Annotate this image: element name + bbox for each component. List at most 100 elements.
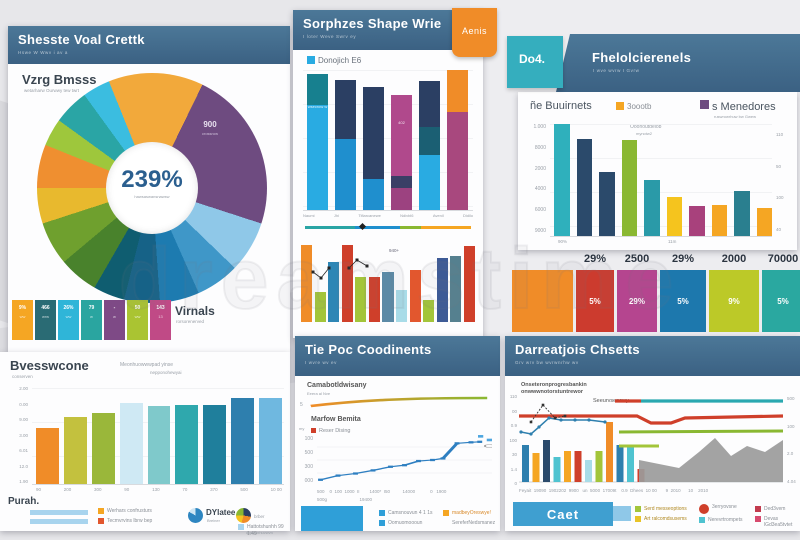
- axis-tick-label: 40: [776, 226, 782, 232]
- panel-subtitle: Grv wrv bw wvrwnrhw wv: [515, 360, 579, 365]
- stat-tile[interactable]: 50 ww: [127, 300, 148, 340]
- legend-label: 3erryovsne: [712, 504, 737, 510]
- axis-tick-label: 30: [511, 452, 517, 457]
- bar-segment: [335, 79, 356, 139]
- axis-tick-label: Ndivbl6: [400, 213, 414, 218]
- axis-tick-label: 1.90: [19, 479, 28, 484]
- legend-2: s Menedores: [700, 100, 776, 114]
- stat-tile[interactable]: 79 w: [81, 300, 102, 340]
- growth-y-axis: 2.00 0.00 9.00 3.00 6.01 12.0 1.90: [2, 386, 28, 484]
- teal-corner-tab[interactable]: Do4.: [507, 36, 563, 88]
- stat-tile[interactable]: 9% ww: [12, 300, 33, 340]
- kpi-block[interactable]: 70000 5%: [762, 253, 800, 332]
- decline-bars-panel: ñe Buuirnets 3oootb s Menedores ruswrowr…: [518, 92, 797, 250]
- legend-square-icon: [98, 517, 104, 524]
- ribbon-tab[interactable]: Aenis: [452, 8, 497, 57]
- bar: [576, 138, 592, 236]
- axis-tick-label: 6000: [534, 207, 546, 214]
- caet-button[interactable]: Caet: [513, 502, 613, 526]
- bar: [231, 397, 255, 484]
- axis-tick-label: 0.9: [510, 423, 517, 428]
- legend-square-icon: [311, 428, 316, 433]
- stat-tile[interactable]: 26% ww: [58, 300, 79, 340]
- kpi-block[interactable]: 2000 9%: [709, 253, 759, 332]
- bar-segment: [447, 112, 468, 210]
- legend-square-icon: [699, 517, 705, 523]
- legend-label: Nerevrtrompets: [708, 517, 743, 523]
- legend-2-label: s Menedores: [712, 101, 776, 113]
- bar: [644, 180, 660, 236]
- bar-segment: [391, 187, 412, 211]
- bar: [368, 276, 380, 322]
- pace-x-axis-1: 500 0 100 1000 II 1400* I50 14000 0 1900: [317, 489, 447, 494]
- bar: [147, 406, 171, 484]
- pace-line-chart[interactable]: O.: [317, 434, 492, 486]
- button-tab: [607, 506, 631, 521]
- panel-header: Tie Poc Coodinents I wvre wv ev: [295, 336, 500, 376]
- stacked-legend: Donojich E6: [307, 56, 361, 66]
- axis-tick-label: 2000: [534, 165, 546, 172]
- growth-bars[interactable]: [36, 388, 283, 484]
- combo-note-2: onwwwnotorstuntrewor: [521, 389, 584, 395]
- bar-segment: [419, 155, 440, 210]
- ribbon-label: Aenis: [461, 26, 487, 36]
- kpi-block[interactable]: [512, 253, 573, 332]
- decline-bars[interactable]: [554, 124, 772, 236]
- trend-1-y-label: 5: [300, 402, 303, 408]
- bar: [621, 139, 637, 236]
- tiles-sublabel: rorsorenerved: [176, 319, 205, 324]
- stat-tile[interactable]: 466 wrw: [35, 300, 56, 340]
- legend-circle-icon: [699, 504, 709, 514]
- kpi-top-value: 2500: [624, 253, 650, 265]
- axis-tick-label: 90: [124, 487, 130, 492]
- kpi-block[interactable]: 29% 5%: [660, 253, 706, 332]
- kpi-box-value: 29%: [617, 270, 657, 332]
- bar: [91, 412, 115, 484]
- trend-2-legend: Reser Dising: [311, 428, 350, 435]
- kpi-box-value: 9%: [709, 270, 759, 332]
- stacked-x-axis: Naumi Jhi Tifiarcanewe Ndivbl6 Avenil Didilo: [303, 213, 473, 218]
- stat-tiles[interactable]: 9% ww 466 wrw 26% ww 79 w - w 50 ww 143 13: [12, 300, 173, 340]
- bar-segment: [363, 86, 384, 180]
- stacked-legend-label: Donojich E6: [318, 56, 362, 65]
- axis-tick-label: Naumi: [303, 213, 315, 218]
- legend-2-square-icon: [700, 100, 709, 109]
- stacked-bar: wsecrow w: [307, 74, 328, 210]
- axis-tick-label: 90: [36, 487, 42, 492]
- decline-x-label-2: 11m: [668, 239, 677, 244]
- axis-tick-label: 000: [304, 478, 313, 484]
- kpi-block[interactable]: 29% 5%: [576, 253, 614, 332]
- section-subtitle: wetarharw Ourwwy tew twrt: [24, 88, 80, 93]
- stacked-bar: 402: [391, 95, 412, 211]
- mini-pie-1: [188, 508, 203, 523]
- legend-square-icon: [443, 510, 449, 516]
- progress-line[interactable]: [305, 222, 471, 231]
- kpi-top-value: 70000: [767, 253, 799, 265]
- stacked-bars[interactable]: wsecrow w 402: [307, 70, 475, 211]
- progress-segment: [421, 226, 471, 229]
- kpi-row[interactable]: 29% 5% 2500 29% 29% 5% 2000 9% 70000 5%: [505, 246, 800, 332]
- grouped-annotation-line: [311, 258, 369, 280]
- progress-segment: [354, 226, 400, 229]
- legend-square-icon: [98, 508, 104, 514]
- combo-chart[interactable]: [519, 394, 783, 486]
- stat-tile[interactable]: 143 13: [150, 300, 171, 340]
- combo-y-axis-left: 110 00 0.9 100 30 1.4 0: [507, 394, 517, 486]
- axis-tick-label: 500: [787, 396, 795, 401]
- kpi-block[interactable]: 2500 29%: [617, 253, 657, 332]
- axis-tick-label: 50: [776, 163, 782, 169]
- stat-tile[interactable]: -w: [104, 300, 125, 340]
- color-swatch[interactable]: [301, 506, 363, 531]
- axis-tick-label: 3.00: [19, 432, 28, 438]
- mini-pie-2-label: brber: [254, 514, 265, 519]
- legend-item: SereferNedsmanez: [443, 520, 498, 527]
- axis-tick-label: 1.000: [533, 124, 546, 130]
- panel-subtitle: I loter Weve Swrv ey: [303, 34, 357, 39]
- legend-item: Camsnouvun 4 1 1s: [379, 510, 441, 517]
- panel-header: Shesste Voal Crettk Hswe W Wwv i av a: [8, 26, 290, 64]
- axis-tick-label: 300: [304, 464, 313, 470]
- grouped-bars[interactable]: [301, 238, 475, 322]
- bar-segment: [335, 138, 356, 210]
- legend-label: Ded3vem: [764, 506, 786, 512]
- axis-tick-label: 100: [787, 423, 795, 429]
